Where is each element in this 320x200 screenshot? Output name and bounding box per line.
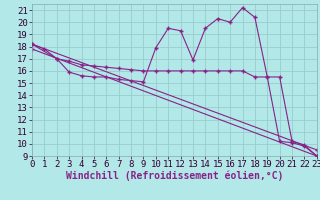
X-axis label: Windchill (Refroidissement éolien,°C): Windchill (Refroidissement éolien,°C) — [66, 171, 283, 181]
